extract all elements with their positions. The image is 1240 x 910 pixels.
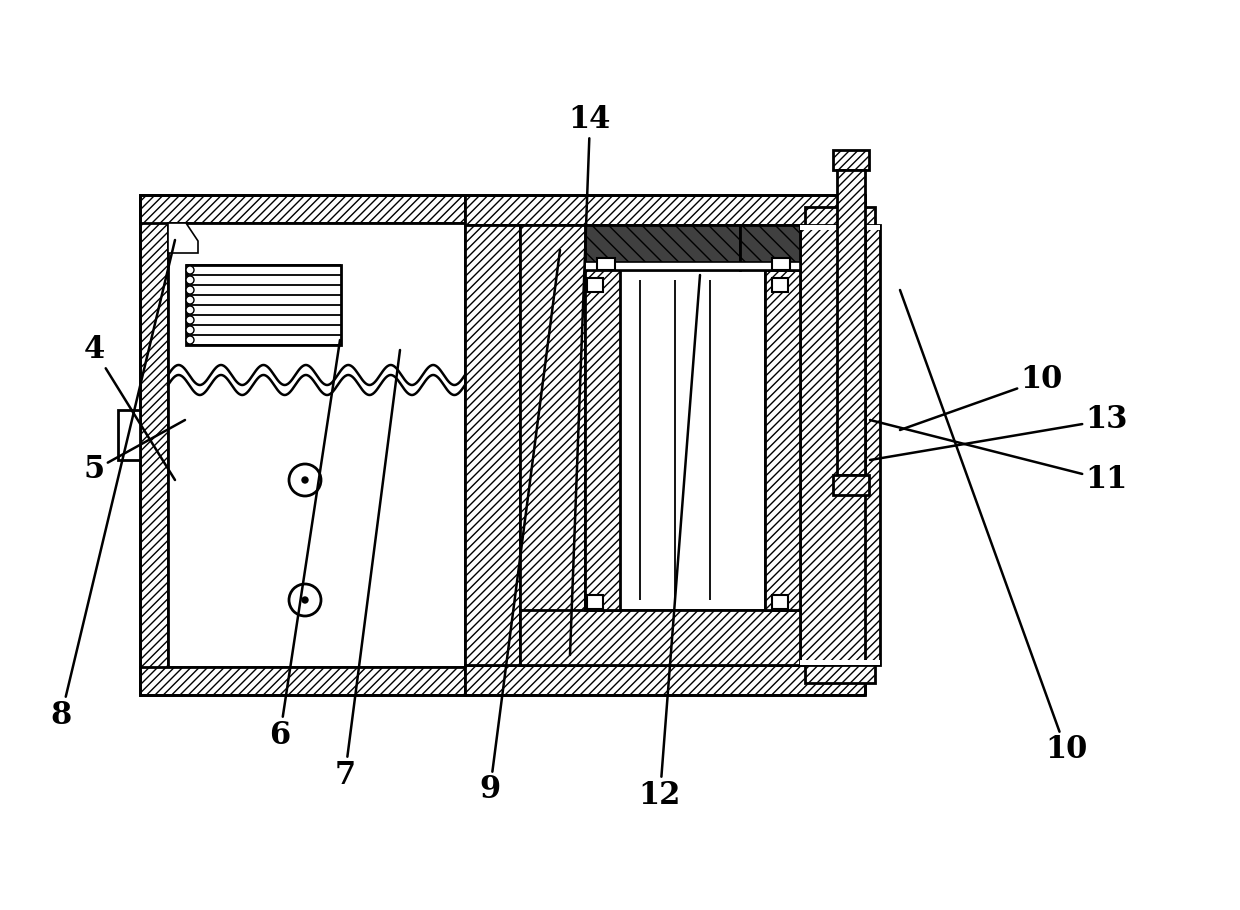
Bar xyxy=(773,595,787,609)
Bar xyxy=(800,225,880,665)
Circle shape xyxy=(186,266,193,274)
Bar xyxy=(520,610,800,665)
Text: 5: 5 xyxy=(84,420,185,486)
Circle shape xyxy=(186,296,193,304)
Polygon shape xyxy=(167,223,198,253)
Bar xyxy=(118,410,140,460)
Bar xyxy=(585,262,800,270)
Circle shape xyxy=(186,286,193,294)
Text: 4: 4 xyxy=(84,335,175,480)
Text: 13: 13 xyxy=(870,405,1127,460)
Text: 14: 14 xyxy=(569,105,611,655)
Circle shape xyxy=(186,306,193,314)
Bar xyxy=(520,225,740,270)
Text: 7: 7 xyxy=(335,350,401,791)
Bar xyxy=(800,225,880,230)
Circle shape xyxy=(186,336,193,344)
Text: 8: 8 xyxy=(51,240,175,731)
Circle shape xyxy=(186,316,193,324)
Bar xyxy=(167,223,465,667)
Text: 11: 11 xyxy=(870,420,1127,496)
Bar xyxy=(596,258,615,270)
Bar xyxy=(140,195,167,695)
Bar xyxy=(465,225,520,665)
Bar xyxy=(140,667,465,695)
Bar xyxy=(805,207,875,225)
Text: 10: 10 xyxy=(900,290,1087,765)
Bar xyxy=(837,170,866,475)
Bar xyxy=(800,660,880,665)
Bar xyxy=(587,595,603,609)
Circle shape xyxy=(303,477,308,483)
Circle shape xyxy=(186,326,193,334)
Bar xyxy=(773,278,787,292)
Bar xyxy=(520,225,585,665)
Bar xyxy=(833,150,869,170)
Bar xyxy=(587,278,603,292)
Bar xyxy=(140,195,465,223)
Bar xyxy=(773,258,790,270)
Bar xyxy=(833,475,869,495)
Bar xyxy=(465,195,866,225)
Text: 12: 12 xyxy=(639,275,701,811)
Bar xyxy=(186,265,341,345)
Bar xyxy=(620,270,765,610)
Circle shape xyxy=(303,597,308,603)
Bar xyxy=(765,270,800,610)
Bar xyxy=(740,225,800,270)
Circle shape xyxy=(289,584,321,616)
Circle shape xyxy=(186,276,193,284)
Bar xyxy=(740,262,800,270)
Bar xyxy=(465,665,866,695)
Text: 9: 9 xyxy=(480,250,560,805)
Text: 10: 10 xyxy=(900,365,1063,430)
Bar xyxy=(585,270,620,610)
Text: 6: 6 xyxy=(269,340,340,751)
Bar xyxy=(805,665,875,683)
Circle shape xyxy=(289,464,321,496)
